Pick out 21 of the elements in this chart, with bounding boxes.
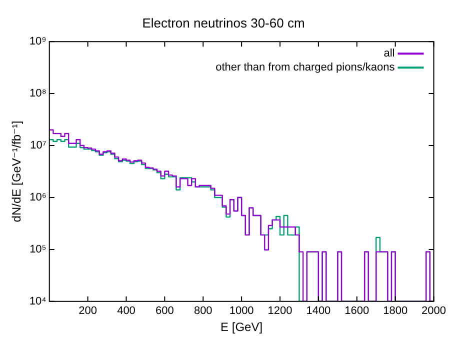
x-tick-label: 1600 <box>344 305 370 318</box>
x-tick-label: 600 <box>156 305 174 318</box>
y-tick-label: 10⁷ <box>30 140 46 152</box>
legend-label: all <box>384 48 395 60</box>
y-tick-label: 10⁵ <box>30 243 46 256</box>
y-tick-label: 10⁴ <box>29 295 47 308</box>
chart-title: Electron neutrinos 30-60 cm <box>142 15 305 30</box>
legend-label: other than from charged pions/kaons <box>216 62 396 74</box>
y-tick-label: 10⁶ <box>30 192 46 204</box>
x-tick-label: 1800 <box>383 305 408 318</box>
y-tick-label: 10⁸ <box>29 88 46 100</box>
x-tick-label: 1000 <box>229 305 254 318</box>
y-tick-label: 10⁹ <box>29 36 46 48</box>
x-tick-label: 1400 <box>306 305 331 318</box>
x-tick-label: 800 <box>194 305 212 318</box>
x-axis-title: E [GeV] <box>220 320 263 334</box>
x-tick-label: 200 <box>78 305 97 318</box>
x-tick-label: 400 <box>117 305 136 318</box>
y-axis-title: dN/dE [GeV⁻¹/fb⁻¹] <box>10 120 24 222</box>
x-tick-label: 2000 <box>422 305 446 318</box>
x-tick-label: 1200 <box>268 305 292 318</box>
